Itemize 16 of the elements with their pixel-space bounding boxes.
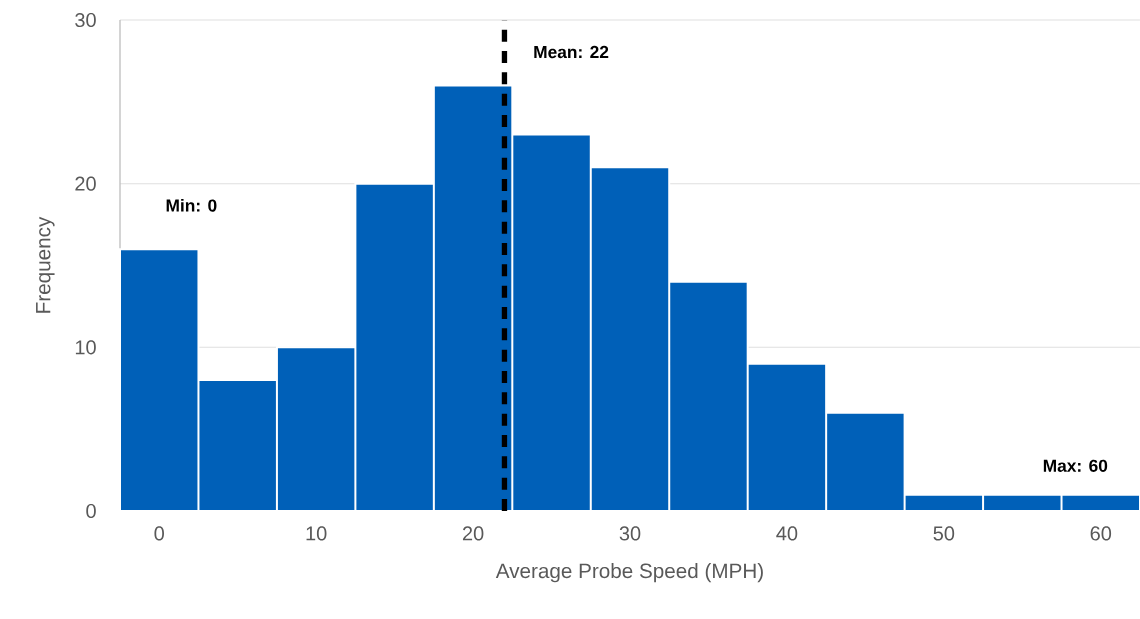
annotation: Max: 60 (1043, 459, 1108, 472)
x-tick-label: 20 (462, 526, 484, 541)
x-tick-label: 40 (776, 526, 798, 541)
x-axis-title: Average Probe Speed (MPH) (495, 563, 763, 583)
y-tick-label: 30 (75, 12, 96, 28)
y-tick-label: 0 (86, 503, 96, 519)
x-tick-label: 30 (619, 526, 641, 541)
y-axis-title: Frequency (36, 216, 55, 313)
x-tick-label: 50 (933, 526, 955, 541)
y-tick-label: 20 (75, 176, 96, 191)
y-tick-label: 10 (75, 340, 96, 355)
x-tick-label: 60 (1090, 526, 1112, 541)
annotation: Min: 0 (166, 198, 217, 212)
x-tick-label: 10 (306, 526, 327, 541)
x-tick-label: 0 (154, 526, 164, 541)
ref-line-label: Mean: 22 (534, 45, 609, 59)
